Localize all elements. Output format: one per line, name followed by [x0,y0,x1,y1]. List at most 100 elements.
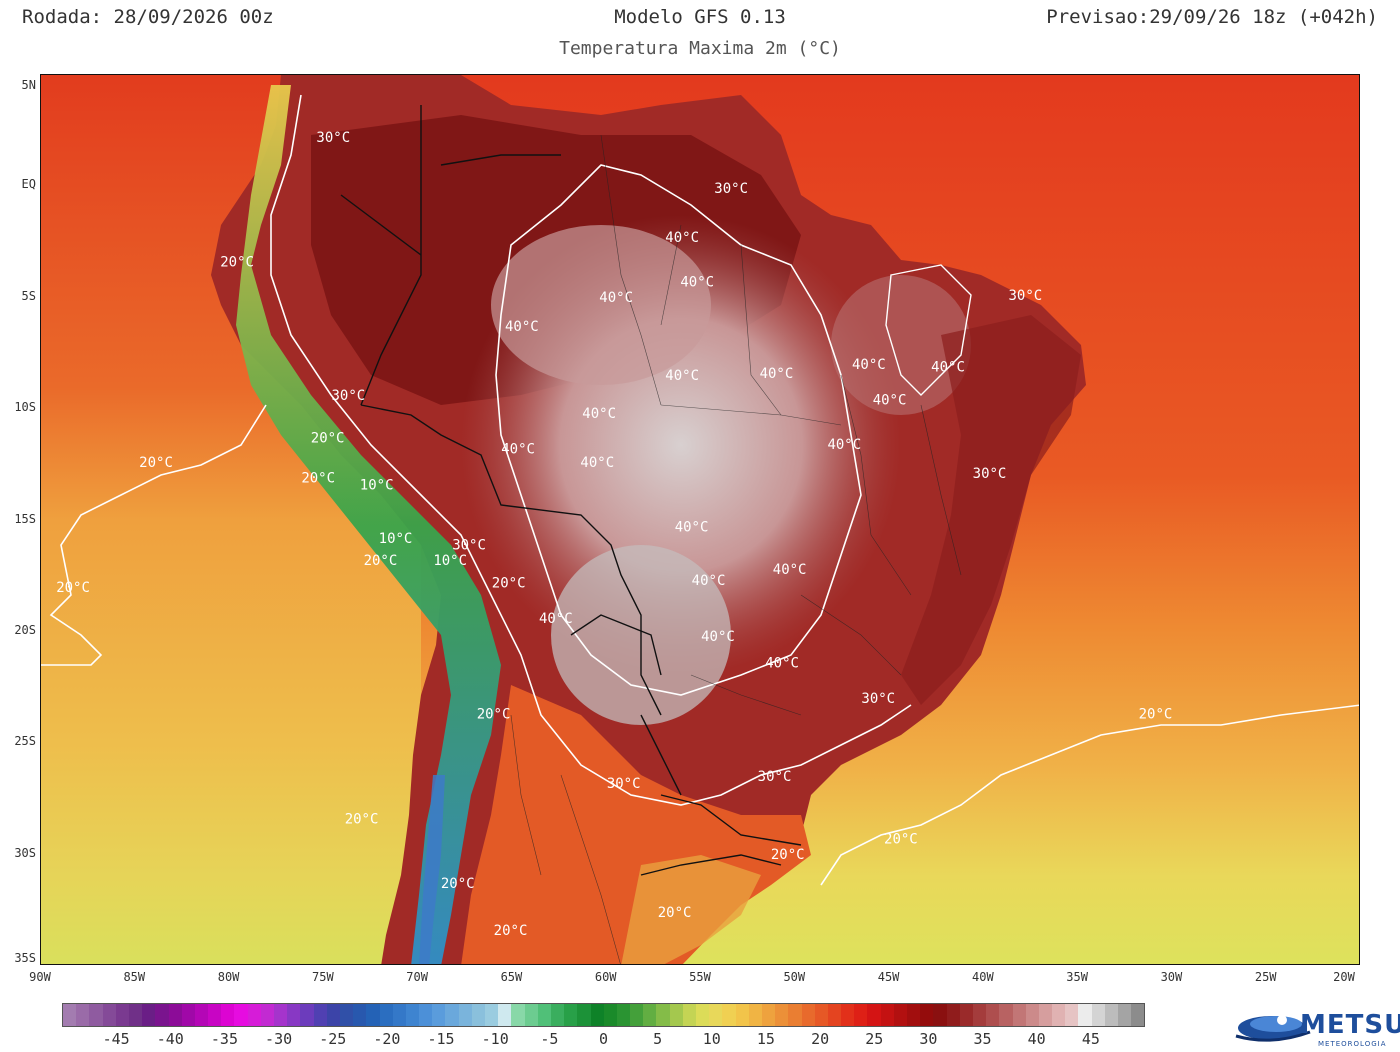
colorbar-swatch [458,1004,472,1026]
colorbar-swatch [432,1004,446,1026]
colorbar-swatch [986,1004,1000,1026]
contour-20c-pacific [41,404,267,666]
colorbar-swatch [999,1004,1013,1026]
colorbar-swatch [709,1004,723,1026]
lat-tick-label: 25S [14,734,36,749]
colorbar-swatch [1078,1004,1092,1026]
contour-label: 40°C [680,275,714,291]
contour-label: 20°C [492,575,526,591]
colorbar-tick-label: 40 [1027,1030,1046,1048]
lon-tick-label: 35W [1066,970,1088,984]
colorbar-swatch [300,1004,314,1026]
contour-label: 30°C [316,130,350,146]
colorbar-swatch [907,1004,921,1026]
contour-label: 40°C [599,290,633,306]
colorbar-swatch [1025,1004,1039,1026]
contour-label: 30°C [758,769,792,785]
colorbar-swatch [419,1004,433,1026]
lon-tick-label: 85W [123,970,146,984]
contour-label: 40°C [692,573,726,589]
colorbar-swatch [656,1004,670,1026]
contour-label: 40°C [765,656,799,672]
metsul-logo-globe-icon [1235,1015,1311,1042]
colorbar-swatch [920,1004,934,1026]
colorbar-swatch [788,1004,802,1026]
colorbar-tick-label: 10 [702,1030,721,1048]
contour-label: 30°C [861,691,895,707]
colorbar-swatch [260,1004,274,1026]
colorbar-swatch [841,1004,855,1026]
country-borders [340,105,802,876]
state-borders [510,134,962,964]
contour-label: 40°C [501,442,535,458]
colorbar-swatch [959,1004,973,1026]
colorbar-swatch [339,1004,354,1026]
contour-label: 30°C [714,181,748,197]
colorbar-swatch [801,1004,815,1026]
colorbar-swatch [445,1004,459,1026]
colorbar-swatch [287,1004,301,1026]
contour-40c-east [885,264,972,396]
contour-label: 40°C [701,629,735,645]
contour-label: 40°C [505,319,539,335]
logo-tagline: METEOROLOGIA [1318,1040,1387,1048]
colorbar-swatch [630,1004,644,1026]
contour-label: 40°C [582,406,616,422]
colorbar-swatch [221,1004,235,1026]
contour-20c-atlantic [820,704,1359,886]
colorbar-swatch [643,1004,657,1026]
contour-label: 40°C [760,366,794,382]
colorbar-swatch [366,1004,380,1026]
model-label: Modelo GFS 0.13 [614,6,786,28]
contour-label: 40°C [580,455,614,471]
lon-tick-label: 50W [783,970,806,984]
contour-label: 20°C [1139,707,1173,723]
colorbar-tick-label: -40 [156,1030,184,1048]
map-canvas: 30°C 20°C 30°C 40°C 40°C 40°C 40°C 40°C 40°C 30°C… [41,75,1359,964]
colorbar-swatch [168,1004,182,1026]
colorbar-swatch [590,1004,604,1026]
colorbar-swatch [392,1004,406,1026]
temperature-map[interactable]: 30°C 20°C 30°C 40°C 40°C 40°C 40°C 40°C 40°C 30°C… [40,74,1360,965]
map-subtitle: Temperatura Maxima 2m (°C) [559,38,841,59]
run-label: Rodada: 28/09/2026 00z [22,6,274,28]
contour-label: 20°C [301,471,335,487]
contour-label: 30°C [452,537,486,553]
colorbar-tick-label: -10 [481,1030,509,1048]
colorbar-swatch [893,1004,907,1026]
colorbar-swatch [722,1004,736,1026]
colorbar-swatch [1052,1004,1066,1026]
colorbar-tick-label: 30 [919,1030,938,1048]
contour-label: 20°C [771,847,805,863]
colorbar-tick-label: -5 [540,1030,559,1048]
colorbar-swatch [682,1004,696,1026]
colorbar-swatch [761,1004,776,1026]
colorbar-swatch [155,1004,169,1026]
contour-label: 20°C [345,811,379,827]
lat-tick-label: EQ [21,177,36,192]
contour-label: 40°C [665,230,699,246]
colorbar-swatch [234,1004,248,1026]
forecast-label: Previsao:29/09/26 18z (+042h) [1046,6,1378,28]
colorbar-swatch [1065,1004,1079,1026]
colorbar-swatch [603,1004,617,1026]
colorbar-swatch [669,1004,683,1026]
colorbar-swatch [353,1004,367,1026]
contour-label: 30°C [1008,288,1042,304]
colorbar-swatch [128,1004,143,1026]
colorbar-tick-label: -30 [265,1030,293,1048]
colorbar-swatch [616,1004,631,1026]
colorbar-swatch [142,1004,156,1026]
colorbar-swatch [194,1004,209,1026]
colorbar-swatch [854,1004,868,1026]
colorbar-swatch [880,1004,894,1026]
colorbar-swatch [972,1004,987,1026]
contour-label: 20°C [364,553,398,569]
lat-tick-label: 15S [14,511,36,526]
colorbar-swatch [115,1004,129,1026]
colorbar-swatch [867,1004,881,1026]
contour-label: 40°C [665,368,699,384]
contour-30c [270,94,912,806]
colorbar-tick-label: 15 [756,1030,775,1048]
temperature-colorbar [62,1003,1145,1027]
